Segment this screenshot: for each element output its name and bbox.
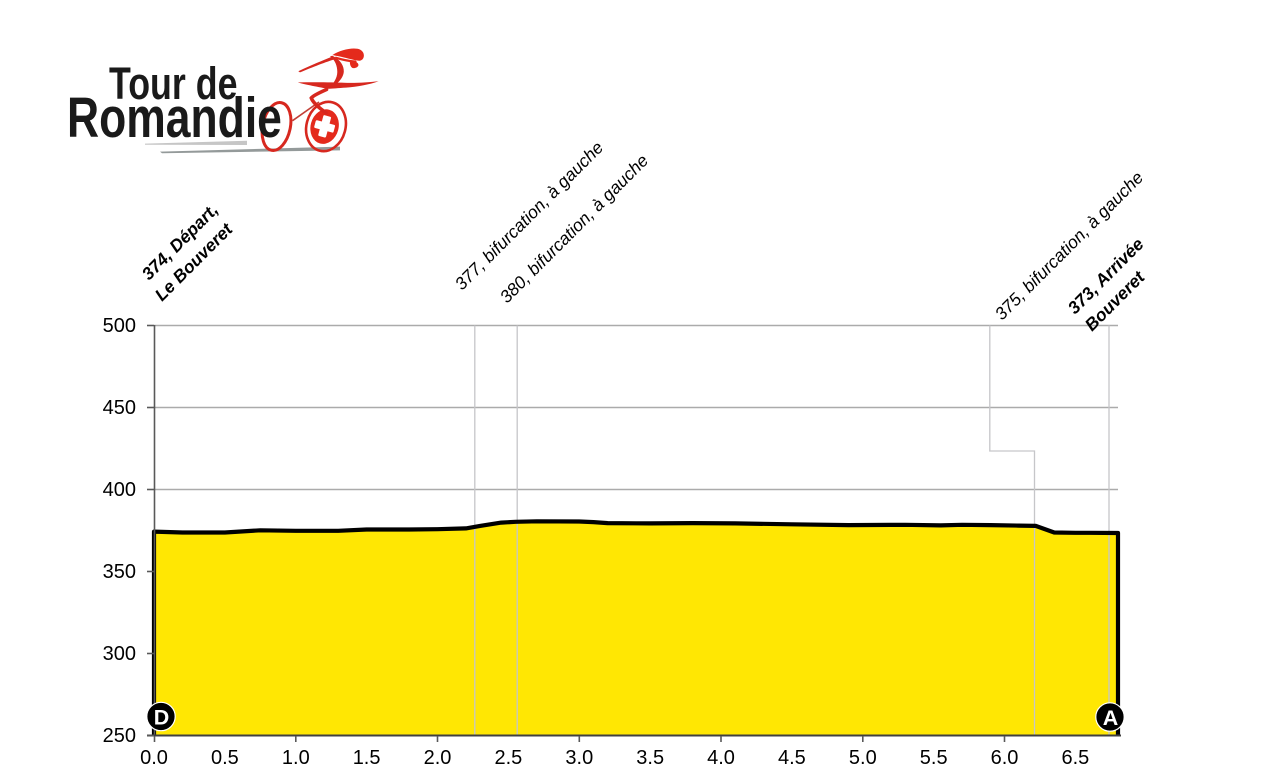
- svg-text:D: D: [154, 706, 170, 730]
- svg-text:250: 250: [103, 725, 136, 747]
- svg-text:350: 350: [103, 561, 136, 583]
- svg-text:6.5: 6.5: [1061, 747, 1089, 769]
- svg-text:Romandie: Romandie: [67, 86, 282, 150]
- svg-text:1.0: 1.0: [282, 747, 310, 769]
- svg-text:3.5: 3.5: [636, 747, 664, 769]
- svg-text:500: 500: [103, 315, 136, 337]
- svg-text:2.0: 2.0: [424, 747, 452, 769]
- svg-text:0.5: 0.5: [211, 747, 239, 769]
- svg-text:450: 450: [103, 397, 136, 419]
- svg-text:A: A: [1103, 706, 1119, 730]
- svg-text:4.0: 4.0: [707, 747, 735, 769]
- svg-text:0.0: 0.0: [140, 747, 168, 769]
- svg-text:6.0: 6.0: [991, 747, 1019, 769]
- svg-text:3.0: 3.0: [565, 747, 593, 769]
- svg-text:400: 400: [103, 479, 136, 501]
- svg-text:2.5: 2.5: [494, 747, 522, 769]
- svg-text:1.5: 1.5: [353, 747, 381, 769]
- svg-text:5.5: 5.5: [920, 747, 948, 769]
- svg-text:300: 300: [103, 643, 136, 665]
- svg-text:4.5: 4.5: [778, 747, 806, 769]
- svg-text:5.0: 5.0: [849, 747, 877, 769]
- svg-text:Tour de: Tour de: [109, 58, 237, 109]
